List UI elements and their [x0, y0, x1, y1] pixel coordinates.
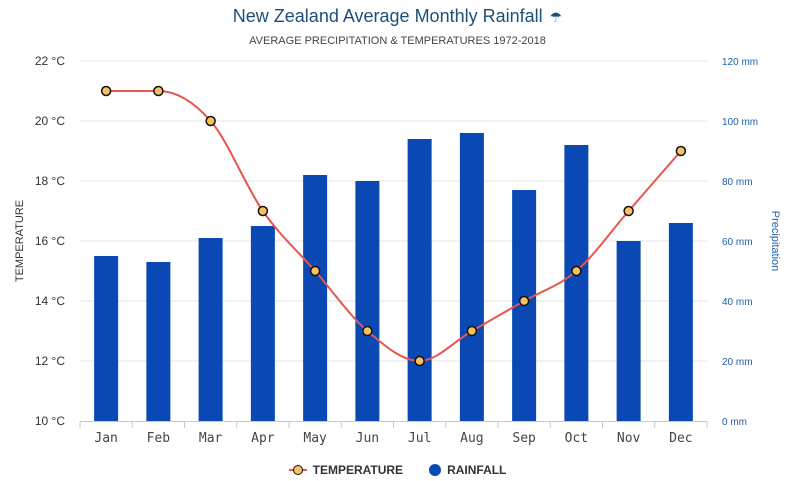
temperature-point [518, 295, 530, 307]
rainfall-bar [459, 133, 484, 421]
x-axis-tick-label: Aug [460, 431, 483, 446]
legend-label-rainfall: RAINFALL [447, 463, 507, 477]
temperature-point [675, 145, 687, 157]
temperature-point [414, 355, 425, 367]
left-axis-tick-label: 22 °C [35, 54, 65, 68]
left-axis-tick-label: 18 °C [35, 174, 65, 188]
x-axis-tick-label: Apr [251, 431, 275, 446]
rainfall-bar [564, 145, 589, 421]
temperature-point [466, 325, 478, 337]
x-axis-tick-label: Nov [617, 431, 641, 446]
x-axis-tick-label: Feb [147, 431, 171, 446]
temperature-point [257, 205, 269, 217]
right-axis-tick-label: 0 mm [722, 417, 747, 428]
rainfall-bar [94, 256, 119, 421]
legend-line-marker [288, 465, 307, 475]
rainfall-bar [250, 226, 275, 421]
right-axis-tick-label: 40 mm [722, 297, 753, 308]
x-axis-tick-label: Mar [199, 431, 223, 446]
x-axis-tick-label: Dec [669, 431, 692, 446]
temperature-point [309, 265, 321, 277]
right-axis-title: Precipitation [769, 211, 781, 272]
temperature-line [106, 90, 682, 363]
chart-title-text: New Zealand Average Monthly Rainfall [232, 6, 543, 26]
chart-title: New Zealand Average Monthly Rainfall ☂ [0, 6, 795, 27]
rainfall-bar [146, 262, 171, 421]
legend-circle-marker [429, 464, 442, 476]
left-axis-tick-label: 20 °C [35, 114, 65, 128]
temperature-point [362, 325, 373, 337]
rainfall-bar [407, 139, 432, 421]
temperature-point [623, 205, 634, 217]
x-axis-tick-label: Jun [356, 431, 379, 446]
x-axis-tick-label: Jan [94, 431, 117, 446]
x-axis-tick-label: Oct [565, 431, 588, 446]
temperature-point [205, 115, 216, 127]
left-axis-tick-label: 10 °C [35, 414, 65, 428]
rainfall-bar [303, 175, 328, 421]
legend-label-temperature: TEMPERATURE [312, 463, 404, 477]
left-axis-title: TEMPERATURE [14, 200, 26, 282]
right-axis-tick-label: 120 mm [722, 57, 758, 68]
left-axis-tick-label: 14 °C [35, 294, 65, 308]
rainfall-bar [668, 223, 693, 421]
chart-subtitle: AVERAGE PRECIPITATION & TEMPERATURES 197… [249, 35, 546, 47]
rainfall-bar [616, 241, 641, 421]
left-axis-tick-label: 16 °C [35, 234, 65, 248]
left-axis-tick-label: 12 °C [35, 354, 65, 368]
temperature-point [153, 85, 164, 97]
chart-legend: TEMPERATURE RAINFALL [0, 463, 795, 477]
umbrella-icon: ☂ [549, 10, 563, 26]
right-axis-tick-label: 80 mm [722, 177, 753, 188]
legend-item-rainfall[interactable]: RAINFALL [429, 463, 506, 477]
legend-item-temperature[interactable]: TEMPERATURE [288, 463, 404, 477]
temperature-point [100, 85, 112, 97]
rainfall-bar [355, 181, 380, 421]
right-axis-tick-label: 20 mm [722, 357, 753, 368]
temperature-point [571, 265, 582, 277]
x-axis-tick-label: Sep [512, 431, 536, 446]
x-axis-tick-label: Jul [408, 431, 431, 446]
rainfall-bar [198, 238, 223, 421]
right-axis-tick-label: 60 mm [722, 237, 753, 248]
right-axis-tick-label: 100 mm [722, 117, 758, 128]
x-axis-tick-label: May [303, 431, 327, 446]
